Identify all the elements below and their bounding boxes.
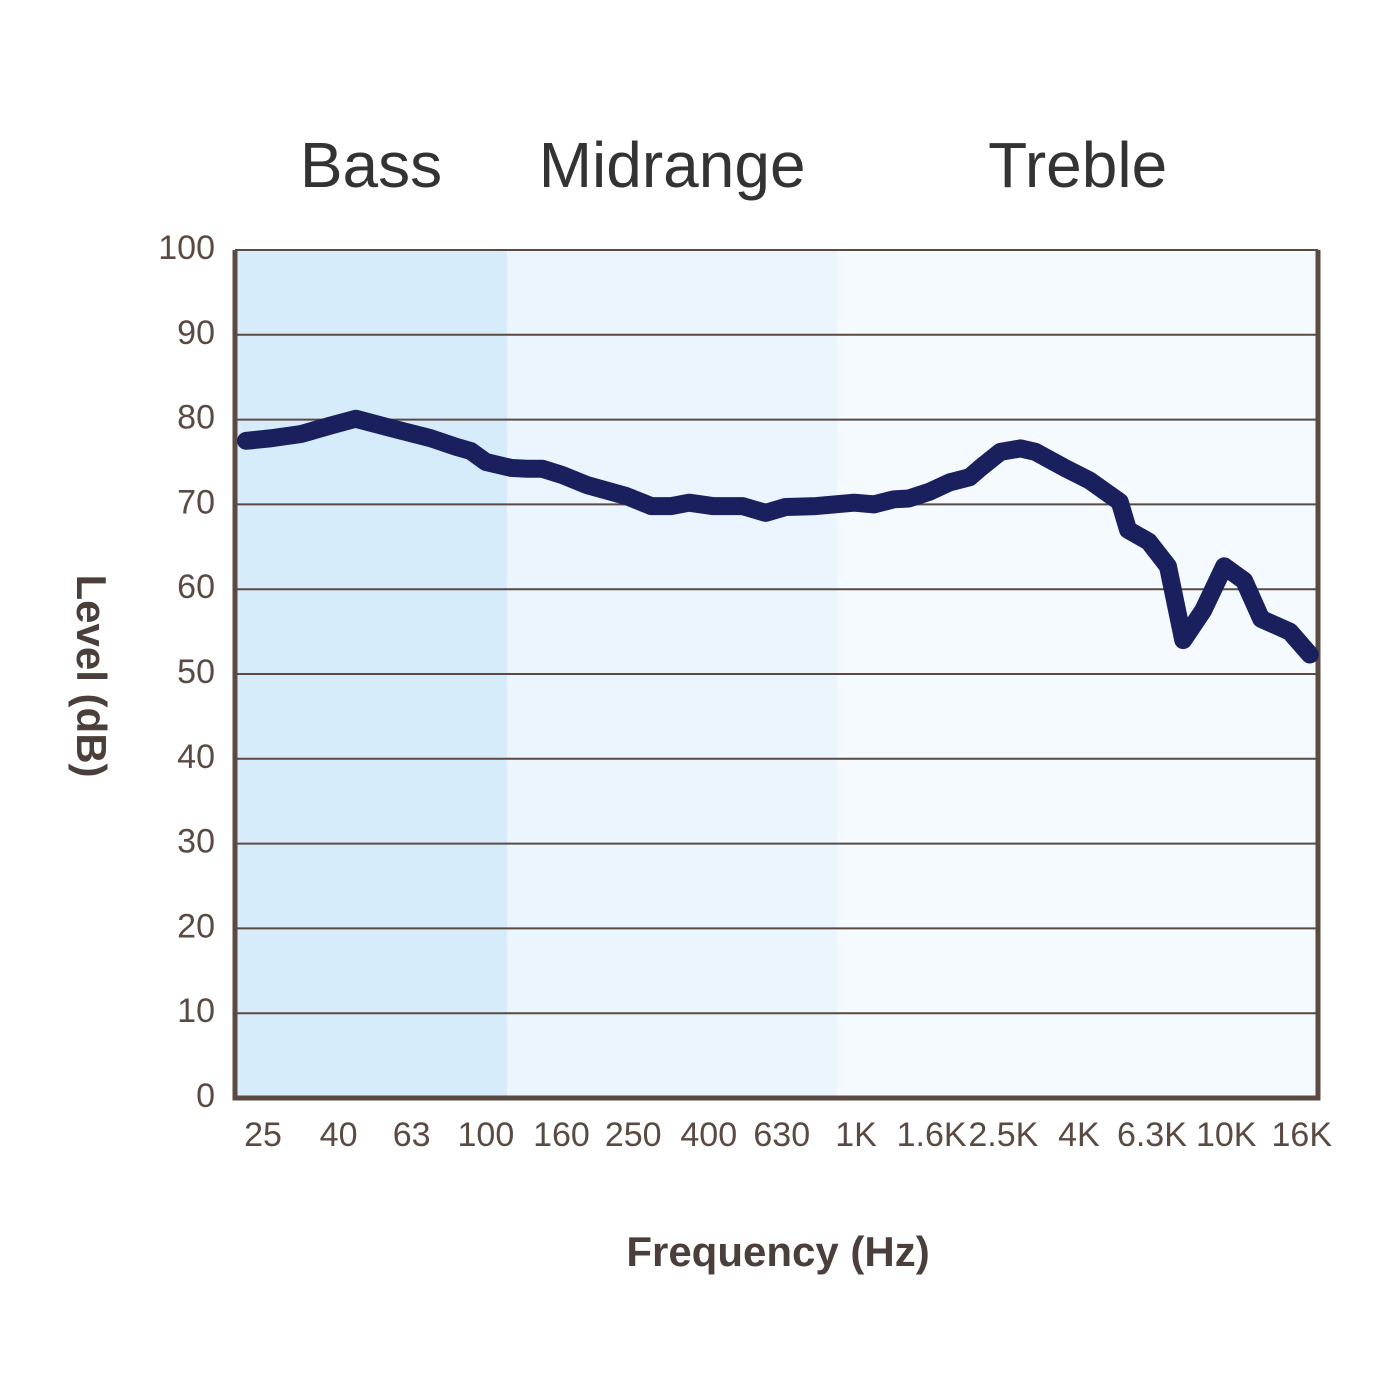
y-tick-label: 30 [177,823,215,861]
x-axis-title: Frequency (Hz) [626,1228,929,1275]
x-tick-label: 2.5K [968,1116,1038,1154]
plot-frame [232,250,1321,1101]
x-tick-label: 250 [605,1116,662,1154]
x-tick-label: 1K [835,1116,877,1154]
y-tick-label: 10 [177,992,215,1030]
x-tick-label: 25 [244,1116,282,1154]
x-tick-label: 1.6K [897,1116,967,1154]
line [237,409,1319,664]
x-tick-label: 10K [1196,1116,1257,1154]
y-axis-title: Level (dB) [68,574,115,777]
x-tick-label: 100 [458,1116,515,1154]
region-label: Midrange [539,129,806,201]
region-label: Treble [988,129,1167,201]
x-tick-label: 16K [1272,1116,1333,1154]
x-tick-label: 4K [1058,1116,1100,1154]
y-tick-label: 60 [177,568,215,606]
y-tick-label: 90 [177,314,215,352]
x-tick-label: 40 [320,1116,358,1154]
x-tick-label: 630 [753,1116,810,1154]
x-tick-label: 160 [533,1116,590,1154]
region-label: Bass [300,129,442,201]
x-tick-label: 6.3K [1117,1116,1187,1154]
y-tick-label: 80 [177,399,215,437]
y-tick-label: 20 [177,907,215,945]
y-tick-label: 0 [196,1077,215,1115]
y-tick-label: 50 [177,653,215,691]
y-tick-label: 70 [177,483,215,521]
x-tick-label: 400 [680,1116,737,1154]
y-tick-label: 100 [158,229,215,267]
y-tick-label: 40 [177,738,215,776]
x-tick-label: 63 [393,1116,431,1154]
